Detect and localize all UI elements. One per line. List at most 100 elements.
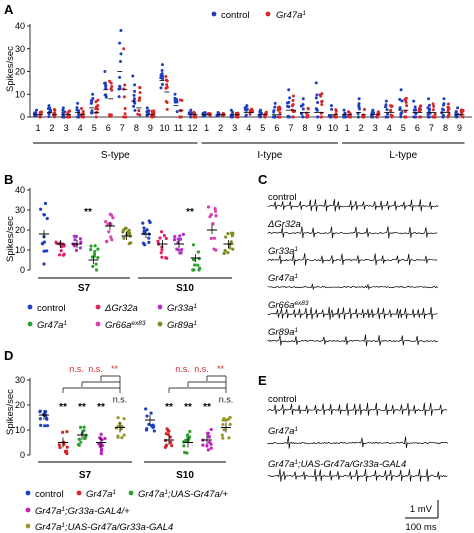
data-point [137, 109, 141, 113]
data-point [349, 115, 353, 119]
data-point [189, 108, 193, 112]
data-point [403, 97, 407, 101]
data-point [61, 430, 65, 434]
data-point [442, 113, 446, 117]
sensillum-label: 5 [92, 123, 97, 133]
e-trace-label-rescue: Gr47a1;UAS-Gr47a/Gr33a-GAL4 [268, 459, 406, 471]
data-point [124, 115, 128, 119]
data-point [371, 115, 375, 119]
sig-mark: ** [78, 402, 86, 413]
panel-b-group-bars: S7 S10 [38, 277, 232, 294]
data-point [58, 445, 62, 450]
data-point [287, 105, 291, 109]
data-point [455, 112, 459, 116]
b-legend-gr47a: Gr47a1 [37, 320, 67, 332]
data-point [89, 244, 93, 248]
sensillum-label: 8 [443, 123, 448, 133]
scalebar-ms-label: 100 ms [405, 522, 436, 533]
panel-b-s7-label: S7 [78, 283, 91, 294]
data-point [291, 98, 295, 102]
data-point [264, 113, 268, 117]
data-point [141, 221, 145, 225]
data-point [292, 94, 296, 98]
d-legend-rescue-full-dot [25, 523, 31, 529]
data-point [98, 436, 102, 440]
data-point [178, 237, 183, 241]
b-legend-gr66a: Gr66aex83 [105, 320, 146, 332]
d-legend-gr47a-dot [76, 490, 82, 496]
data-point [151, 423, 155, 427]
data-point [222, 416, 226, 421]
ytick-label: 10 [15, 425, 25, 435]
sensillum-label: 8 [302, 123, 307, 133]
data-point [94, 268, 99, 272]
data-point [400, 99, 404, 103]
panel-e-trace-labels: control Gr47a1 Gr47a1;UAS-Gr47a/Gr33a-GA… [268, 394, 406, 470]
data-point [147, 236, 151, 240]
data-point [144, 407, 148, 411]
panel-e-label: E [258, 373, 267, 388]
sensillum-label: 1 [345, 123, 350, 133]
data-point [116, 416, 120, 420]
data-point [38, 111, 42, 115]
panel-e-traces [267, 402, 449, 482]
data-point [119, 427, 123, 431]
data-point [432, 104, 436, 108]
data-point [316, 115, 320, 119]
b-legend-gr89a: Gr89a1 [167, 320, 197, 332]
data-point [108, 113, 112, 117]
data-point [122, 115, 126, 119]
data-point [315, 108, 319, 112]
data-point [110, 238, 114, 242]
panel-d-points [38, 407, 232, 456]
data-point [96, 255, 100, 260]
data-point [178, 109, 182, 113]
data-point [223, 249, 227, 253]
data-point [301, 115, 305, 119]
data-point [301, 97, 305, 101]
data-point [271, 115, 275, 119]
data-point [169, 440, 173, 444]
ytick-label: 40 [15, 21, 25, 31]
data-point [248, 112, 252, 116]
ytick-label: 20 [15, 67, 25, 77]
data-point [158, 236, 162, 240]
data-point [104, 220, 108, 224]
data-point [77, 114, 81, 118]
data-point [165, 107, 169, 111]
data-point [163, 445, 167, 450]
data-point [431, 102, 435, 106]
bracket-label: ** [217, 364, 225, 374]
data-point [185, 451, 189, 455]
spike-trace [267, 283, 439, 291]
data-point [188, 429, 192, 434]
data-point [138, 113, 142, 117]
data-point [61, 108, 65, 112]
data-point [58, 253, 62, 257]
panel-b-legend: control ΔGr32a Gr33a1 Gr47a1 Gr66aex83 G… [27, 303, 197, 332]
data-point [231, 247, 235, 251]
c-trace-label-gr47a: Gr47a1 [268, 273, 298, 285]
data-point [173, 100, 177, 104]
data-point [390, 104, 394, 108]
sig-mark: ** [165, 402, 173, 413]
d-legend-rescue-gal4: Gr47a1;Gr33a-GAL4/+ [35, 506, 130, 518]
data-point [164, 236, 168, 241]
data-point [161, 74, 165, 78]
data-point [356, 115, 360, 119]
data-point [165, 85, 169, 89]
data-point [207, 434, 211, 439]
data-point [133, 89, 137, 93]
data-point [81, 110, 85, 114]
spike-trace [267, 306, 438, 320]
data-point [194, 115, 198, 119]
data-point [301, 107, 305, 111]
data-point [62, 252, 66, 256]
data-point [399, 115, 403, 119]
data-point [105, 240, 109, 244]
data-point [94, 100, 98, 104]
data-point [59, 249, 63, 253]
data-point [191, 268, 195, 272]
data-point [287, 100, 291, 104]
